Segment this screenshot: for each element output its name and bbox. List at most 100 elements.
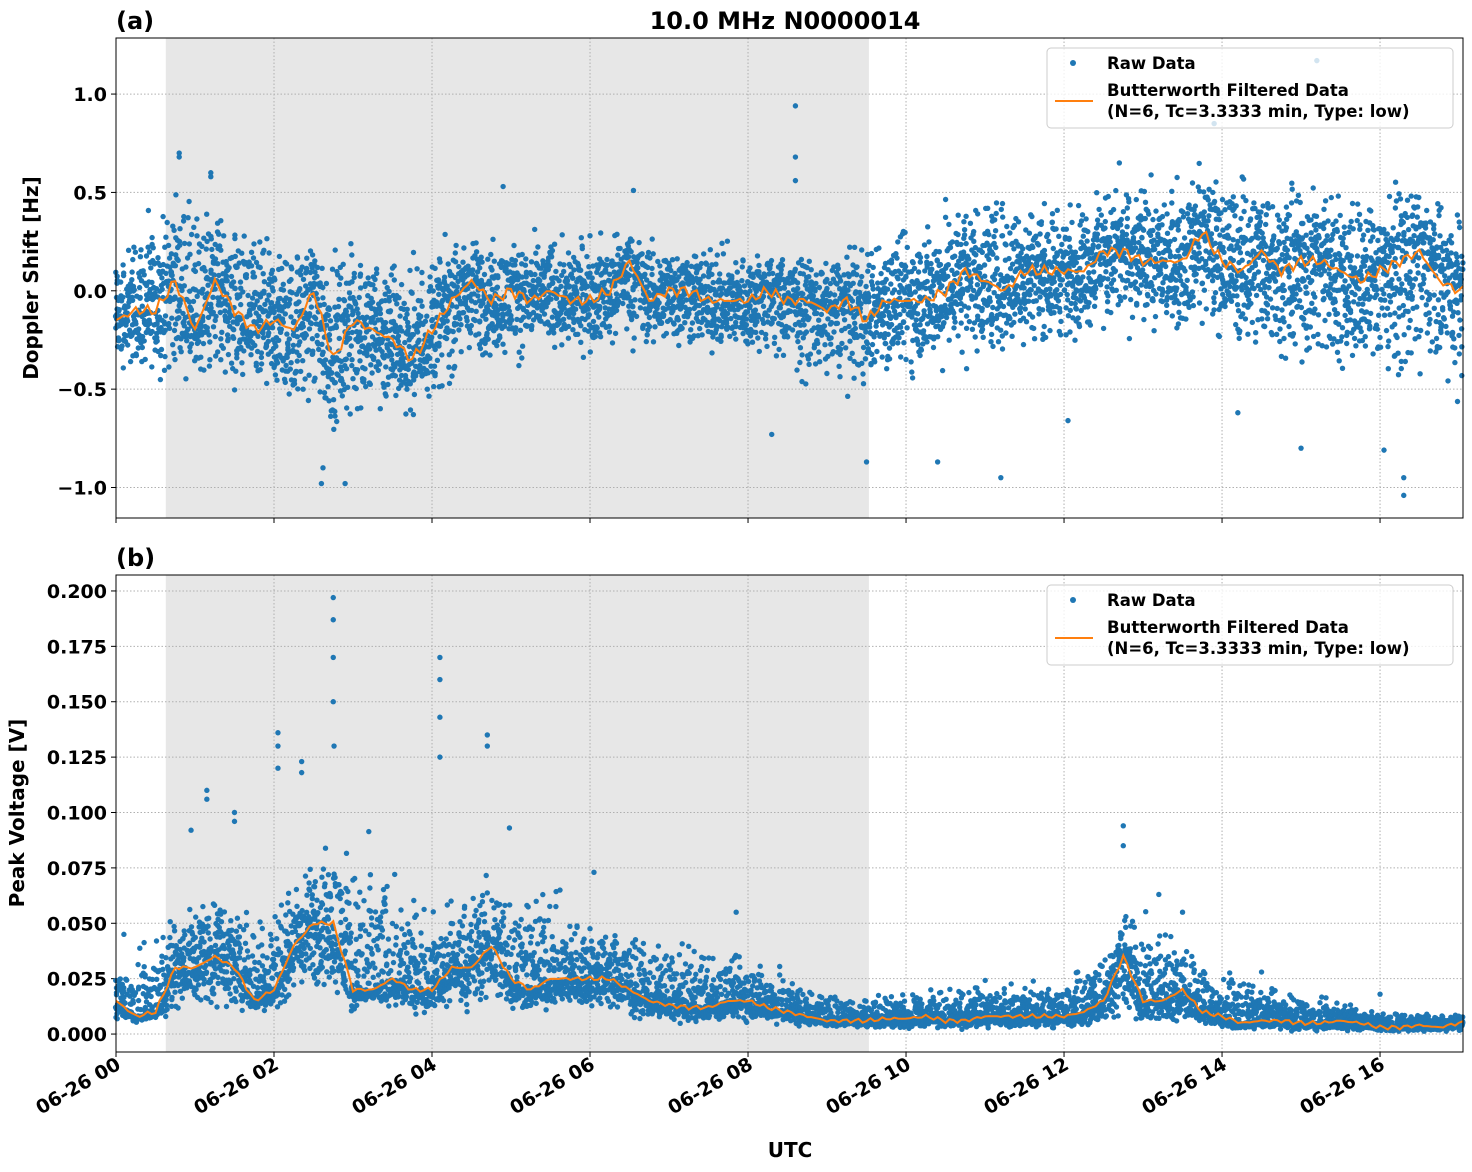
raw-data-point — [311, 314, 318, 320]
raw-data-point — [280, 287, 287, 293]
raw-data-point — [410, 331, 416, 338]
raw-data-point — [684, 259, 690, 266]
raw-data-point — [630, 304, 636, 310]
raw-data-point — [643, 338, 649, 345]
raw-data-point — [317, 389, 323, 395]
raw-data-point — [1094, 217, 1101, 223]
raw-data-point — [548, 254, 555, 260]
raw-data-point — [405, 366, 411, 373]
raw-data-point — [1123, 285, 1129, 291]
raw-data-point — [413, 373, 419, 379]
raw-data-point — [256, 313, 262, 319]
raw-data-point — [469, 307, 475, 314]
raw-data-point — [701, 251, 707, 257]
raw-data-point — [1078, 218, 1085, 224]
raw-data-point — [398, 372, 405, 379]
raw-data-point — [682, 320, 688, 326]
raw-data-point — [334, 317, 340, 323]
raw-data-point — [716, 277, 722, 283]
raw-data-point — [888, 281, 894, 287]
raw-data-point — [620, 300, 626, 307]
raw-data-point — [404, 311, 410, 317]
raw-data-point — [349, 362, 355, 369]
raw-data-point — [1003, 330, 1009, 336]
raw-data-point — [1105, 193, 1112, 200]
raw-data-point — [556, 278, 562, 284]
raw-data-point — [1057, 291, 1064, 298]
raw-data-point — [973, 252, 979, 258]
raw-data-point — [1124, 215, 1131, 222]
raw-data-point — [323, 280, 330, 287]
raw-data-point — [477, 265, 483, 271]
raw-data-point — [1175, 321, 1182, 327]
raw-data-point — [562, 289, 568, 295]
raw-data-point — [672, 270, 678, 277]
raw-data-point — [1163, 263, 1169, 270]
raw-data-point — [1159, 213, 1166, 220]
raw-data-point — [382, 279, 388, 285]
raw-data-point — [700, 273, 707, 279]
raw-data-point — [1151, 328, 1157, 334]
raw-data-point — [217, 309, 223, 316]
raw-data-point — [481, 271, 488, 278]
raw-data-point — [754, 319, 760, 325]
raw-data-point — [899, 329, 905, 336]
raw-data-point — [1208, 231, 1215, 237]
raw-data-point — [419, 303, 425, 309]
raw-data-point — [288, 264, 294, 270]
raw-data-point — [490, 236, 496, 242]
raw-data-point — [915, 311, 921, 317]
raw-data-point — [961, 227, 968, 233]
raw-data-point — [844, 254, 850, 260]
raw-data-point — [288, 360, 294, 366]
raw-data-point — [382, 291, 388, 297]
raw-data-point — [120, 365, 127, 371]
raw-data-point — [163, 270, 169, 277]
raw-data-point — [250, 269, 256, 276]
raw-data-point — [286, 336, 292, 342]
raw-data-point — [489, 286, 495, 293]
raw-data-point — [1215, 332, 1222, 338]
raw-data-point — [1069, 219, 1075, 226]
raw-data-point — [1161, 202, 1168, 208]
raw-data-point — [1204, 194, 1210, 200]
raw-data-point — [1046, 238, 1052, 244]
raw-data-point — [512, 257, 519, 264]
raw-data-point — [536, 313, 543, 319]
raw-data-point — [328, 413, 334, 419]
raw-data-point — [335, 303, 342, 310]
raw-data-point — [550, 280, 556, 286]
raw-data-point — [538, 265, 544, 271]
raw-data-point — [1196, 244, 1202, 250]
raw-data-point — [228, 273, 235, 280]
raw-data-point — [824, 370, 830, 377]
raw-data-point — [303, 265, 310, 272]
raw-data-point — [314, 264, 321, 271]
raw-data-point — [896, 335, 902, 341]
raw-data-point — [1049, 264, 1055, 270]
raw-data-point — [386, 298, 392, 304]
raw-data-point — [429, 334, 435, 340]
raw-data-point — [594, 325, 600, 331]
raw-data-point — [1175, 227, 1182, 233]
raw-data-point — [216, 272, 222, 279]
raw-data-point — [258, 317, 264, 324]
raw-data-point — [1100, 325, 1107, 332]
raw-data-point — [650, 339, 657, 345]
raw-data-point — [1057, 282, 1064, 288]
raw-data-point — [756, 262, 762, 269]
raw-data-point — [248, 263, 255, 269]
raw-data-point — [1080, 274, 1086, 280]
raw-data-point — [834, 320, 841, 326]
raw-data-point — [532, 271, 538, 278]
raw-data-point — [166, 325, 173, 331]
raw-data-point — [230, 334, 236, 340]
raw-data-point — [1011, 319, 1017, 326]
raw-data-point — [921, 242, 928, 248]
raw-data-point — [612, 330, 619, 337]
raw-data-point — [170, 223, 176, 229]
raw-data-point — [551, 330, 557, 336]
raw-data-point — [955, 333, 961, 339]
raw-data-point — [125, 318, 131, 324]
raw-data-point — [468, 322, 474, 329]
